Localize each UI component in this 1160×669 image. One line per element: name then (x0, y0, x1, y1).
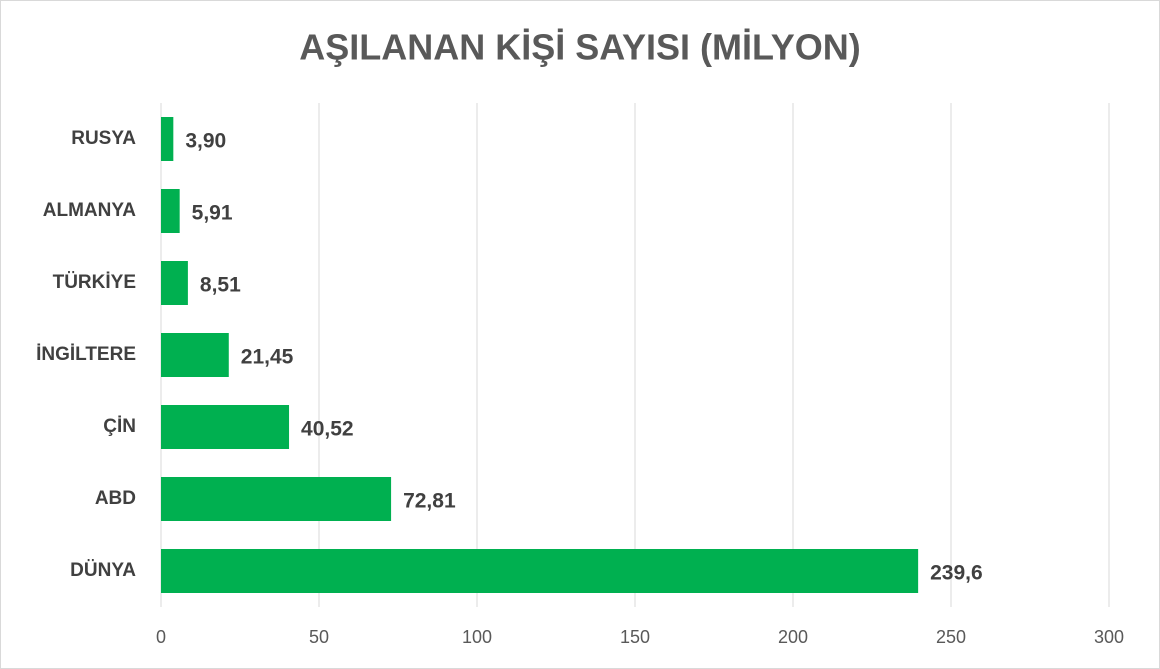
x-tick-label: 100 (462, 627, 492, 647)
x-tick-label: 250 (936, 627, 966, 647)
bar (161, 189, 180, 233)
y-tick-label: RUSYA (71, 128, 136, 149)
y-tick-label: İNGİLTERE (36, 344, 136, 365)
bar (161, 477, 392, 521)
bar (161, 333, 229, 377)
y-tick-label: ÇİN (103, 416, 136, 437)
x-tick-label: 0 (156, 627, 166, 647)
bar (161, 261, 188, 305)
bar (161, 117, 174, 161)
bar (161, 405, 290, 449)
chart-title: AŞILANAN KİŞİ SAYISI (MİLYON) (299, 27, 860, 68)
x-tick-label: 50 (309, 627, 329, 647)
data-label: 239,6 (930, 562, 983, 585)
x-tick-label: 200 (778, 627, 808, 647)
data-label: 8,51 (200, 274, 241, 297)
bar (161, 549, 919, 593)
x-tick-label: 300 (1094, 627, 1124, 647)
y-tick-label: ABD (95, 488, 136, 509)
data-label: 40,52 (301, 418, 354, 441)
data-label: 72,81 (403, 490, 456, 513)
data-label: 3,90 (185, 130, 226, 153)
y-tick-label: TÜRKİYE (53, 272, 136, 293)
data-label: 5,91 (192, 202, 233, 225)
y-tick-label: DÜNYA (70, 560, 136, 581)
y-tick-label: ALMANYA (43, 200, 137, 221)
x-tick-label: 150 (620, 627, 650, 647)
data-label: 21,45 (241, 346, 294, 369)
